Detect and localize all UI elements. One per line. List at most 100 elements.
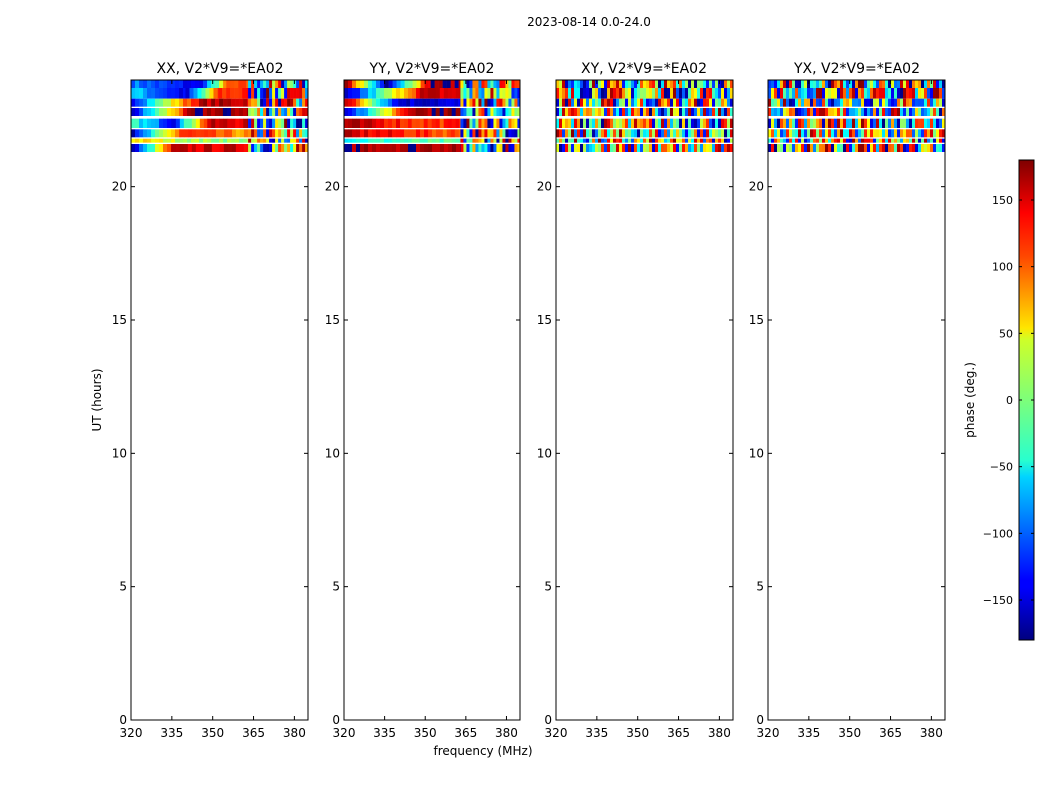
heatmap-cell — [459, 138, 461, 143]
heatmap-cell — [143, 118, 148, 128]
heatmap-cell — [631, 98, 635, 107]
heatmap-cell — [368, 108, 373, 116]
heatmap-cell — [718, 88, 722, 99]
heatmap-cell — [260, 88, 264, 99]
heatmap-cell — [885, 88, 889, 99]
heatmap-cell — [607, 118, 611, 128]
heatmap-cell — [484, 80, 488, 88]
heatmap-cell — [643, 118, 647, 128]
heatmap-cell — [631, 138, 635, 143]
heatmap-cell — [807, 88, 811, 99]
heatmap-cell — [640, 80, 644, 88]
heatmap-cell — [703, 98, 707, 107]
heatmap-cell — [709, 88, 713, 99]
heatmap-cell — [852, 98, 856, 107]
heatmap-cell — [452, 144, 457, 152]
heatmap-cell — [598, 129, 602, 138]
heatmap-cell — [223, 80, 227, 88]
heatmap-cell — [167, 108, 172, 116]
heatmap-cell — [586, 138, 590, 143]
heatmap-cell — [637, 80, 641, 88]
heatmap-cell — [499, 108, 503, 116]
heatmap-cell — [846, 129, 850, 138]
heatmap-cell — [771, 98, 775, 107]
heatmap-cell — [430, 80, 435, 88]
heatmap-cell — [263, 129, 267, 138]
heatmap-cell — [435, 138, 440, 143]
heatmap-cell — [508, 144, 512, 152]
heatmap-cell — [356, 144, 361, 152]
heatmap-cell — [139, 80, 144, 88]
heatmap-cell — [888, 138, 892, 143]
heatmap-cell — [508, 108, 512, 116]
y-tick-label: 5 — [119, 580, 127, 594]
heatmap-cell — [942, 144, 946, 152]
heatmap-cell — [423, 138, 428, 143]
heatmap-cell — [234, 80, 239, 88]
heatmap-cell — [604, 118, 608, 128]
heatmap-cell — [163, 129, 168, 138]
heatmap-cell — [195, 80, 200, 88]
heatmap-cell — [272, 80, 276, 88]
heatmap-cell — [616, 98, 620, 107]
heatmap-cell — [251, 144, 255, 152]
heatmap-cell — [517, 118, 521, 128]
heatmap-cell — [900, 98, 904, 107]
heatmap-cell — [942, 129, 946, 138]
heatmap-cell — [293, 108, 297, 116]
heatmap-cell — [439, 88, 445, 99]
heatmap-cell — [380, 108, 385, 116]
heatmap-cell — [795, 129, 799, 138]
heatmap-cell — [679, 108, 683, 116]
heatmap-cell — [475, 80, 479, 88]
heatmap-cell — [248, 108, 252, 116]
heatmap-cell — [263, 138, 267, 143]
heatmap-cell — [406, 98, 411, 107]
heatmap-cell — [556, 144, 560, 152]
heatmap-cell — [613, 129, 617, 138]
y-tick-label: 10 — [749, 446, 764, 460]
panel-title: YX, V2*V9=*EA02 — [793, 61, 920, 77]
heatmap-cell — [571, 129, 575, 138]
heatmap-cell — [235, 98, 240, 107]
heatmap-cell — [694, 118, 698, 128]
heatmap-cell — [508, 98, 512, 107]
heatmap-cell — [798, 98, 802, 107]
heatmap-cell — [694, 144, 698, 152]
heatmap-cell — [703, 80, 707, 88]
heatmap-cell — [912, 118, 916, 128]
heatmap-cell — [792, 129, 796, 138]
heatmap-cell — [822, 108, 826, 116]
heatmap-cell — [287, 80, 291, 88]
heatmap-cell — [658, 118, 662, 128]
heatmap-cell — [372, 98, 377, 107]
heatmap-cell — [352, 118, 357, 128]
heatmap-cell — [290, 98, 294, 107]
heatmap-cell — [435, 88, 441, 99]
heatmap-cell — [891, 80, 895, 88]
heatmap-cell — [933, 88, 937, 99]
y-tick-label: 15 — [749, 313, 764, 327]
heatmap-cell — [275, 88, 279, 99]
heatmap-cell — [834, 98, 838, 107]
heatmap-cell — [472, 144, 476, 152]
heatmap-cell — [571, 138, 575, 143]
heatmap-cell — [559, 88, 563, 99]
heatmap-cell — [296, 108, 300, 116]
heatmap-cell — [933, 80, 937, 88]
heatmap-cell — [227, 98, 232, 107]
heatmap-cell — [511, 138, 515, 143]
heatmap-cell — [155, 98, 160, 107]
heatmap-cell — [376, 138, 381, 143]
heatmap-cell — [214, 108, 220, 116]
heatmap-cell — [676, 144, 680, 152]
heatmap-cell — [786, 118, 790, 128]
heatmap-cell — [909, 144, 913, 152]
heatmap-cell — [586, 88, 590, 99]
y-tick-label: 0 — [119, 713, 127, 727]
heatmap-cell — [616, 108, 620, 116]
heatmap-cell — [284, 138, 288, 143]
heatmap-cell — [694, 98, 698, 107]
heatmap-cell — [143, 80, 148, 88]
